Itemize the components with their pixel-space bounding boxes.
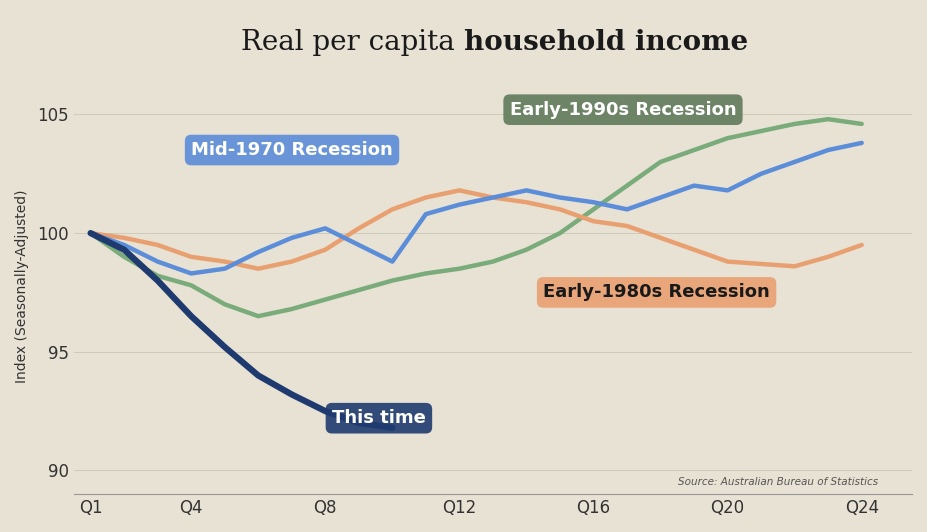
- Text: Real per capita: Real per capita: [241, 29, 464, 56]
- Text: household income: household income: [464, 29, 748, 56]
- Text: Mid-1970 Recession: Mid-1970 Recession: [191, 141, 393, 159]
- Text: Early-1990s Recession: Early-1990s Recession: [510, 101, 736, 119]
- Text: Source: Australian Bureau of Statistics: Source: Australian Bureau of Statistics: [679, 477, 879, 487]
- Text: This time: This time: [332, 409, 425, 427]
- Y-axis label: Index (Seasonally-Adjusted): Index (Seasonally-Adjusted): [15, 190, 29, 383]
- Text: Early-1980s Recession: Early-1980s Recession: [543, 284, 770, 302]
